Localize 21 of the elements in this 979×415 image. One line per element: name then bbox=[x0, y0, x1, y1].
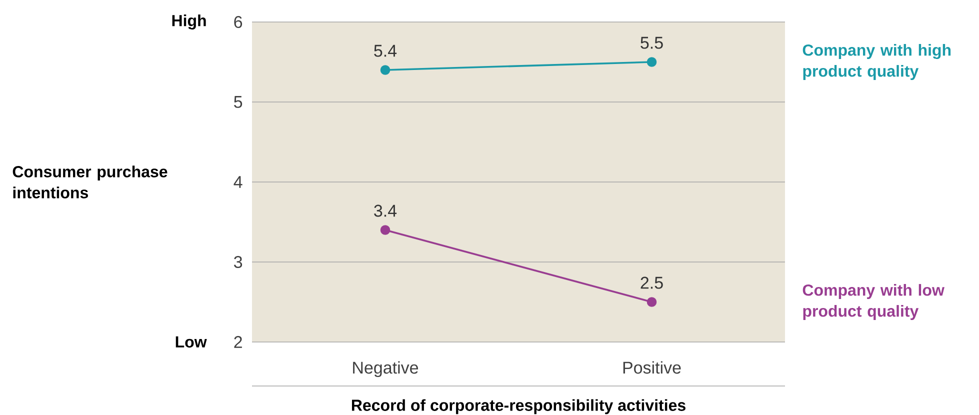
y-tick-label: 6 bbox=[234, 16, 242, 28]
data-label: 5.5 bbox=[640, 36, 663, 49]
x-tick-label: Negative bbox=[353, 361, 418, 378]
y-tick-label: 5 bbox=[234, 96, 242, 108]
data-label: 5.4 bbox=[374, 44, 397, 57]
y-tick-label: 3 bbox=[234, 256, 242, 268]
text: High bbox=[172, 14, 206, 30]
data-label: 3.4 bbox=[374, 204, 397, 217]
text: Company with high product quality bbox=[802, 44, 951, 80]
text: Low bbox=[176, 336, 207, 348]
point bbox=[646, 297, 657, 307]
point bbox=[380, 65, 390, 75]
x-tick-label: Positive bbox=[623, 361, 681, 374]
y-tick-label: 2 bbox=[234, 336, 242, 348]
data-label: 2.5 bbox=[640, 276, 663, 289]
text: Company with low product quality bbox=[802, 284, 944, 320]
point bbox=[380, 225, 390, 235]
y-tick-label: 4 bbox=[234, 176, 242, 188]
x-axis-title: Record of corporate-responsibility activities bbox=[352, 399, 686, 414]
point bbox=[646, 57, 657, 67]
y-axis-title: Consumer purchase intentions bbox=[12, 166, 168, 198]
